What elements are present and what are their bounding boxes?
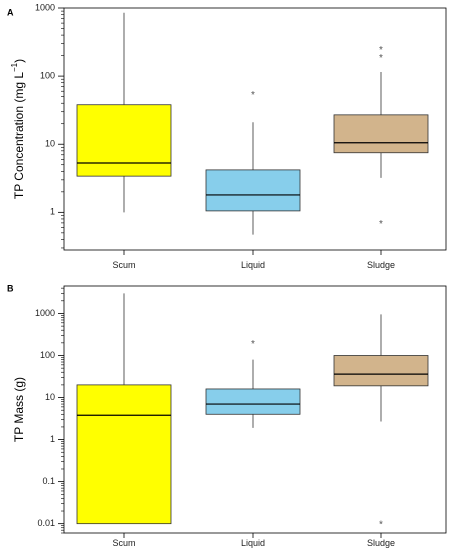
chart-panel-b: B 0.01 0.1 1 10 100 1000 TP Mass (g) * * Scum Liqui… bbox=[7, 283, 447, 548]
y-axis-title: TP Concentration (mg L−1) bbox=[10, 59, 26, 199]
y-tick-label: 0.01 bbox=[37, 518, 55, 528]
x-tick-label: Liquid bbox=[241, 260, 265, 270]
box-body bbox=[333, 114, 429, 154]
outlier-point: * bbox=[379, 53, 383, 64]
outlier-point: * bbox=[251, 339, 255, 350]
box-body bbox=[76, 384, 172, 525]
box-liquid: * bbox=[205, 339, 301, 428]
box-sludge: *** bbox=[333, 45, 429, 230]
y-axis-title: TP Mass (g) bbox=[12, 377, 26, 442]
y-tick-label: 10 bbox=[45, 392, 55, 402]
plot-frame bbox=[63, 285, 447, 534]
box-body bbox=[205, 169, 301, 212]
panel-letter: B bbox=[7, 283, 14, 293]
outlier-point: * bbox=[379, 45, 383, 56]
x-tick-label: Sludge bbox=[367, 260, 395, 270]
box-liquid: * bbox=[205, 90, 301, 235]
y-tick-label: 10 bbox=[45, 139, 55, 149]
outlier-point: * bbox=[379, 219, 383, 230]
box-body bbox=[76, 104, 172, 177]
y-tick-label: 1 bbox=[50, 207, 55, 217]
box-scum bbox=[76, 12, 172, 213]
box-scum bbox=[76, 293, 172, 525]
y-tick-label: 100 bbox=[40, 350, 55, 360]
y-axis-title-end: ) bbox=[12, 59, 26, 63]
outlier-point: * bbox=[251, 90, 255, 101]
box-body bbox=[205, 388, 301, 415]
x-tick-label: Sludge bbox=[367, 538, 395, 548]
plot-frame bbox=[63, 7, 447, 251]
x-tick-label: Liquid bbox=[241, 538, 265, 548]
box-body bbox=[333, 355, 429, 387]
y-tick-label: 100 bbox=[40, 70, 55, 80]
y-tick-label: 1000 bbox=[35, 2, 55, 12]
y-tick-label: 1 bbox=[50, 434, 55, 444]
y-axis-title-superscript: −1 bbox=[10, 62, 19, 72]
x-tick-label: Scum bbox=[112, 260, 135, 270]
y-tick-label: 0.1 bbox=[42, 476, 55, 486]
panel-letter: A bbox=[7, 7, 14, 17]
box-sludge: * bbox=[333, 314, 429, 531]
outlier-point: * bbox=[379, 520, 383, 531]
x-tick-label: Scum bbox=[112, 538, 135, 548]
y-tick-label: 1000 bbox=[35, 308, 55, 318]
